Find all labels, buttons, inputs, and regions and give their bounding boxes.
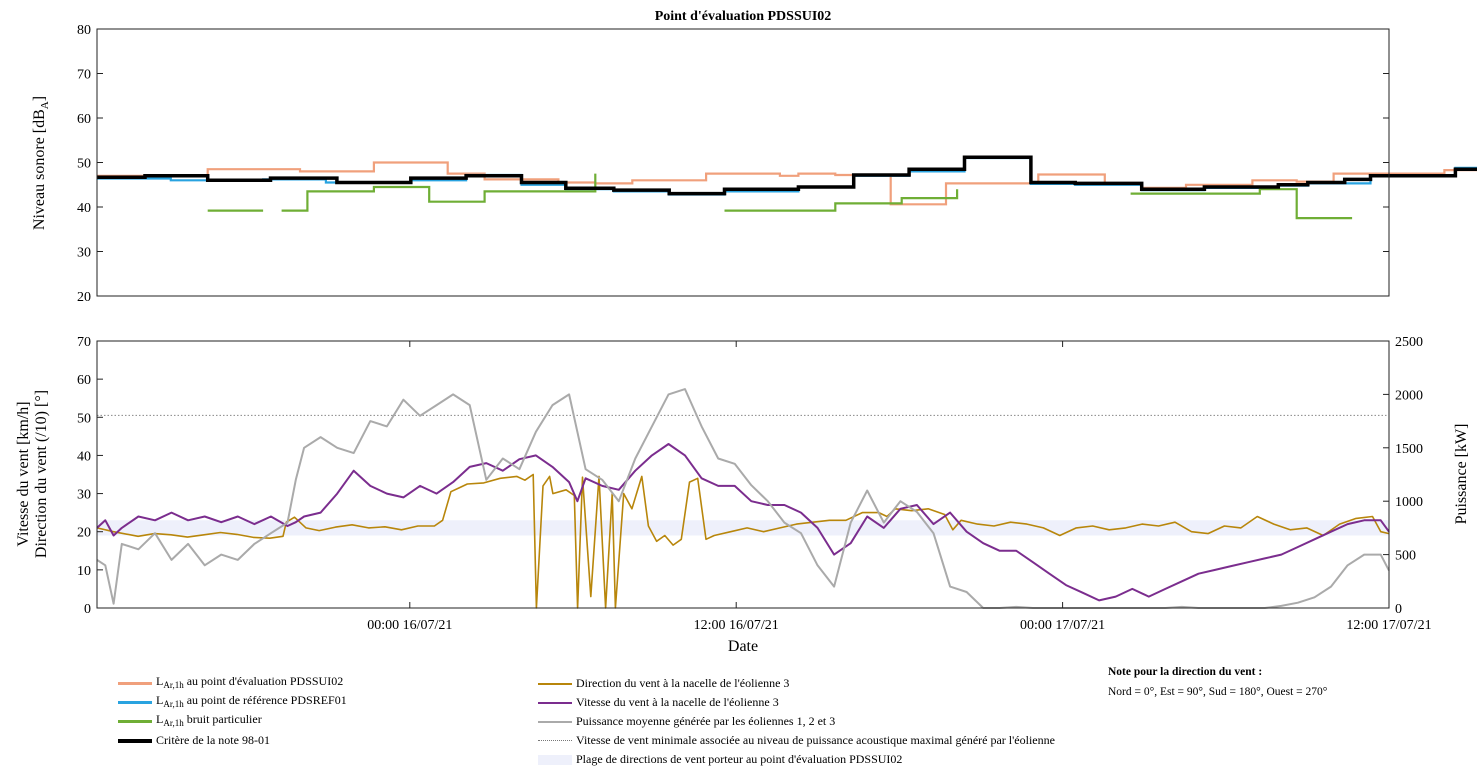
chart-canvas: Point d'évaluation PDSSUI02 20 30 40 50 60 70… [15, 9, 1477, 655]
legend-swatch-lbruit [118, 720, 152, 723]
bottom-ytick-right-label: 2500 [1395, 335, 1423, 350]
legend-swatch-plage [538, 754, 572, 765]
ylabel-main: Niveau sonore [dB [31, 109, 48, 230]
bottom-y-axis-label-2: Direction du vent (/10) [°] [33, 390, 50, 558]
series-lbruit [1130, 188, 1353, 220]
bottom-ytick-right-label: 2000 [1395, 388, 1423, 403]
legend-swatch-puissance [538, 720, 572, 723]
ylabel-sub: A [39, 101, 51, 109]
legend-label-lbruit: LAr,1h bruit particulier [156, 712, 262, 728]
legend-label-lref: LAr,1h au point de référence PDSREF01 [156, 693, 347, 709]
top-ytick-label: 20 [77, 290, 91, 305]
note-text: Nord = 0°, Est = 90°, Sud = 180°, Ouest … [1108, 686, 1328, 698]
bottom-xtick-label: 12:00 16/07/21 [694, 618, 779, 633]
chart-title: Point d'évaluation PDSSUI02 [655, 9, 832, 24]
bottom-ytick-left-label: 50 [77, 411, 91, 426]
legend-item-puissance: Puissance moyenne générée par les éolien… [538, 712, 1055, 731]
ylabel-end: ] [31, 96, 48, 101]
legend-item-plage: Plage de directions de vent porteur au p… [538, 750, 1055, 769]
series-lbruit [281, 173, 597, 212]
bottom-ytick-left-label: 40 [77, 449, 91, 464]
legend-label-vitesse: Vitesse du vent à la nacelle de l'éolien… [576, 695, 779, 709]
bottom-ytick-left-label: 0 [84, 602, 91, 617]
legend-right: Direction du vent à la nacelle de l'éoli… [538, 674, 1055, 769]
legend-label-direction: Direction du vent à la nacelle de l'éoli… [576, 676, 790, 690]
top-ytick-label: 50 [77, 157, 91, 172]
legend-item-lbruit: LAr,1h bruit particulier [118, 712, 347, 731]
legend-label-critere: Critère de la note 98-01 [156, 733, 270, 747]
legend-swatch-lref [118, 701, 152, 704]
wind-direction-band [97, 520, 1389, 536]
bottom-ytick-left-label: 20 [77, 526, 91, 541]
bottom-ytick-left-label: 30 [77, 488, 91, 503]
legend-item-direction: Direction du vent à la nacelle de l'éoli… [538, 674, 1055, 693]
bottom-plot: 0 10 20 30 40 50 60 70 0 500 1000 1500 2000 2500 00:… [77, 335, 1432, 633]
legend-swatch-minwind [538, 740, 572, 741]
series-puissance [96, 388, 1390, 609]
bottom-xtick-label: 00:00 16/07/21 [367, 618, 452, 633]
bottom-plot-frame [96, 340, 1390, 609]
top-ytick-label: 80 [77, 23, 91, 38]
bottom-ytick-right-label: 0 [1395, 602, 1402, 617]
bottom-y-axis-label-right: Puissance [kW] [1453, 424, 1470, 525]
bottom-ytick-left-label: 70 [77, 335, 91, 350]
legend-swatch-direction [538, 682, 572, 685]
legend-item-minwind: Vitesse de vent minimale associée au niv… [538, 731, 1055, 750]
bottom-xtick-label: 12:00 17/07/21 [1346, 618, 1431, 633]
top-plot: 20 30 40 50 60 70 80 [77, 23, 1477, 305]
bottom-ytick-left-label: 10 [77, 564, 91, 579]
top-ytick-label: 70 [77, 68, 91, 83]
legend-label-plage: Plage de directions de vent porteur au p… [576, 752, 903, 766]
series-direction [96, 473, 1390, 609]
series-lar [97, 161, 1477, 206]
legend-left: LAr,1h au point d'évaluation PDSSUI02 LA… [118, 674, 347, 750]
x-axis-label: Date [728, 638, 758, 655]
series-critere [97, 155, 1477, 196]
bottom-ytick-right-label: 500 [1395, 549, 1416, 564]
bottom-y-axis-label-1: Vitesse du vent [km/h] [15, 401, 32, 546]
bottom-ytick-left-label: 60 [77, 373, 91, 388]
legend-item-lar: LAr,1h au point d'évaluation PDSSUI02 [118, 674, 347, 693]
legend-swatch-vitesse [538, 701, 572, 704]
bottom-xtick-label: 00:00 17/07/21 [1020, 618, 1105, 633]
legend-item-vitesse: Vitesse du vent à la nacelle de l'éolien… [538, 693, 1055, 712]
legend-swatch-lar [118, 682, 152, 685]
note-title: Note pour la direction du vent : [1108, 666, 1263, 678]
top-ytick-label: 30 [77, 246, 91, 261]
top-y-axis-label: Niveau sonore [dBA] [31, 96, 51, 230]
legend-swatch-critere [118, 738, 152, 743]
legend-label-puissance: Puissance moyenne générée par les éolien… [576, 714, 836, 728]
legend-item-lref: LAr,1h au point de référence PDSREF01 [118, 693, 347, 712]
bottom-ytick-right-label: 1500 [1395, 442, 1423, 457]
bottom-ytick-right-label: 1000 [1395, 495, 1423, 510]
top-ytick-label: 40 [77, 201, 91, 216]
top-ytick-label: 60 [77, 112, 91, 127]
wind-direction-note: Note pour la direction du vent : Nord = … [1108, 662, 1327, 702]
legend-label-minwind: Vitesse de vent minimale associée au niv… [576, 733, 1055, 747]
legend-label-lar: LAr,1h au point d'évaluation PDSSUI02 [156, 674, 344, 690]
series-lbruit [724, 189, 959, 212]
series-vitesse [96, 443, 1390, 602]
legend-item-critere: Critère de la note 98-01 [118, 731, 347, 750]
